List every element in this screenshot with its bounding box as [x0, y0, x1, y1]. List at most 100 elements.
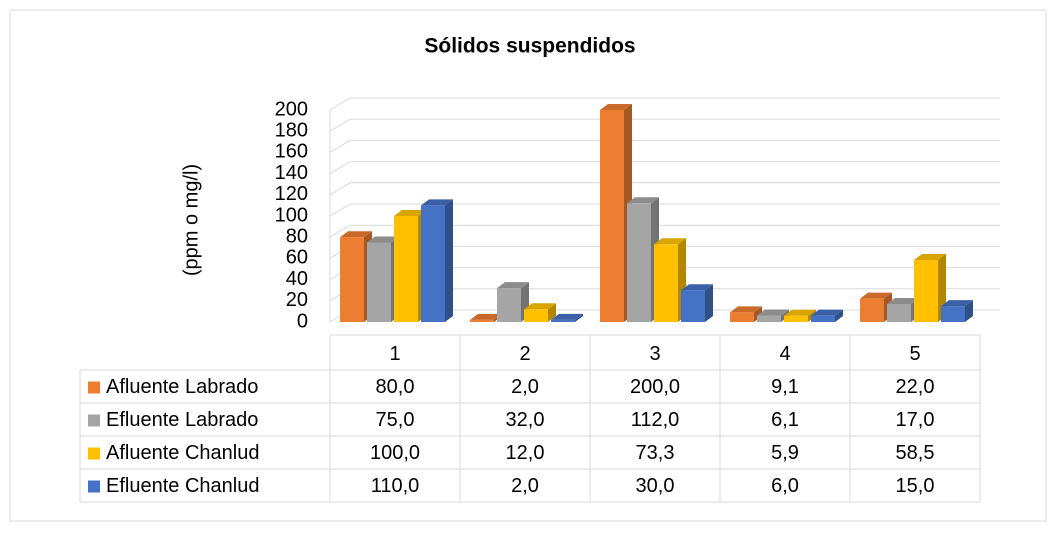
x-tick-label: 5: [909, 343, 920, 365]
y-tick-label: 60: [286, 247, 308, 269]
y-tick-label: 180: [275, 119, 308, 141]
bar: [421, 205, 445, 322]
x-tick-label: 4: [779, 343, 790, 365]
bar: [340, 237, 364, 322]
bar: [367, 242, 391, 322]
grid-line: [329, 203, 1000, 217]
table-value: 112,0: [631, 409, 680, 431]
bar: [551, 319, 575, 322]
bar-top: [470, 313, 502, 320]
bar: [730, 312, 754, 322]
legend-swatch: [88, 414, 100, 427]
bar-side: [575, 313, 583, 322]
bar-top: [941, 300, 973, 307]
bar: [524, 309, 548, 322]
table-value: 12,0: [506, 442, 545, 464]
bar-top: [524, 303, 556, 310]
grid-line: [329, 161, 1000, 175]
y-tick-label: 40: [286, 268, 308, 290]
table-value: 2,0: [511, 376, 539, 398]
table-value: 2,0: [511, 475, 539, 497]
grid-line: [329, 118, 1000, 132]
bar: [627, 203, 651, 322]
table-value: 200,0: [630, 376, 680, 398]
table-value: 6,1: [771, 409, 799, 431]
legend-swatch: [88, 381, 100, 394]
x-tick-label: 1: [389, 343, 400, 365]
bar: [811, 315, 835, 322]
table-value: 17,0: [896, 409, 935, 431]
bar-top: [551, 313, 583, 320]
y-tick-label: 120: [275, 183, 308, 205]
legend-swatch: [88, 447, 100, 460]
bar-top: [421, 199, 453, 206]
table-value: 32,0: [506, 409, 545, 431]
bar-top: [681, 284, 713, 291]
y-tick-label: 80: [286, 225, 308, 247]
table-value: 6,0: [771, 475, 799, 497]
bar-side: [445, 199, 453, 322]
legend-label: Efluente Chanlud: [106, 475, 259, 497]
table-value: 22,0: [896, 376, 935, 398]
bar-top: [784, 309, 816, 316]
legend-label: Afluente Chanlud: [106, 442, 259, 464]
y-tick-label: 140: [275, 162, 308, 184]
grid-line: [329, 182, 1000, 196]
y-axis-label: (ppm o mg/l): [180, 164, 202, 276]
chart-title: Sólidos suspendidos: [424, 35, 635, 58]
bar: [497, 288, 521, 322]
bar-top: [914, 253, 946, 260]
bar: [681, 290, 705, 322]
table-value: 110,0: [371, 475, 420, 497]
bar-top: [340, 231, 372, 238]
legend-swatch: [88, 480, 100, 493]
bar-side: [965, 300, 973, 322]
bar: [394, 216, 418, 322]
bar-top: [394, 210, 426, 216]
bar-top: [367, 236, 399, 243]
bar: [784, 315, 808, 322]
bar-top: [811, 309, 843, 316]
bar: [914, 259, 938, 322]
bar: [654, 244, 678, 322]
bar: [887, 303, 911, 322]
legend-label: Afluente Labrado: [106, 376, 258, 398]
table-value: 73,3: [636, 442, 675, 464]
y-tick-label: 0: [297, 310, 308, 332]
bar: [470, 319, 494, 322]
bar-top: [600, 104, 632, 110]
table-value: 58,5: [896, 442, 935, 464]
bar: [757, 315, 781, 322]
bar-top: [497, 282, 529, 289]
y-tick-label: 200: [275, 98, 308, 120]
bar-top: [730, 306, 762, 313]
table-value: 100,0: [370, 442, 420, 464]
table-value: 9,1: [771, 376, 799, 398]
table-value: 80,0: [376, 376, 415, 398]
y-tick-label: 160: [275, 141, 308, 163]
table-value: 75,0: [376, 409, 415, 431]
bar: [860, 298, 884, 322]
bar-top: [654, 238, 686, 245]
x-tick-label: 2: [519, 343, 530, 365]
legend-label: Efluente Labrado: [106, 409, 258, 431]
table-value: 5,9: [771, 442, 799, 464]
bar: [941, 306, 965, 322]
bar-side: [835, 309, 843, 322]
bar-top: [887, 297, 919, 304]
bar-side: [548, 303, 556, 322]
table-value: 30,0: [636, 475, 675, 497]
bar-top: [757, 309, 789, 316]
grid-line: [329, 97, 1000, 111]
bar-side: [705, 284, 713, 322]
bar-top: [627, 197, 659, 204]
x-tick-label: 3: [649, 343, 660, 365]
bar-top: [860, 292, 892, 299]
grid-line: [329, 224, 1000, 238]
bar: [600, 110, 624, 322]
y-tick-label: 100: [275, 204, 308, 226]
grid-line: [329, 139, 1000, 153]
table-value: 15,0: [896, 475, 935, 497]
y-tick-label: 20: [286, 289, 308, 311]
